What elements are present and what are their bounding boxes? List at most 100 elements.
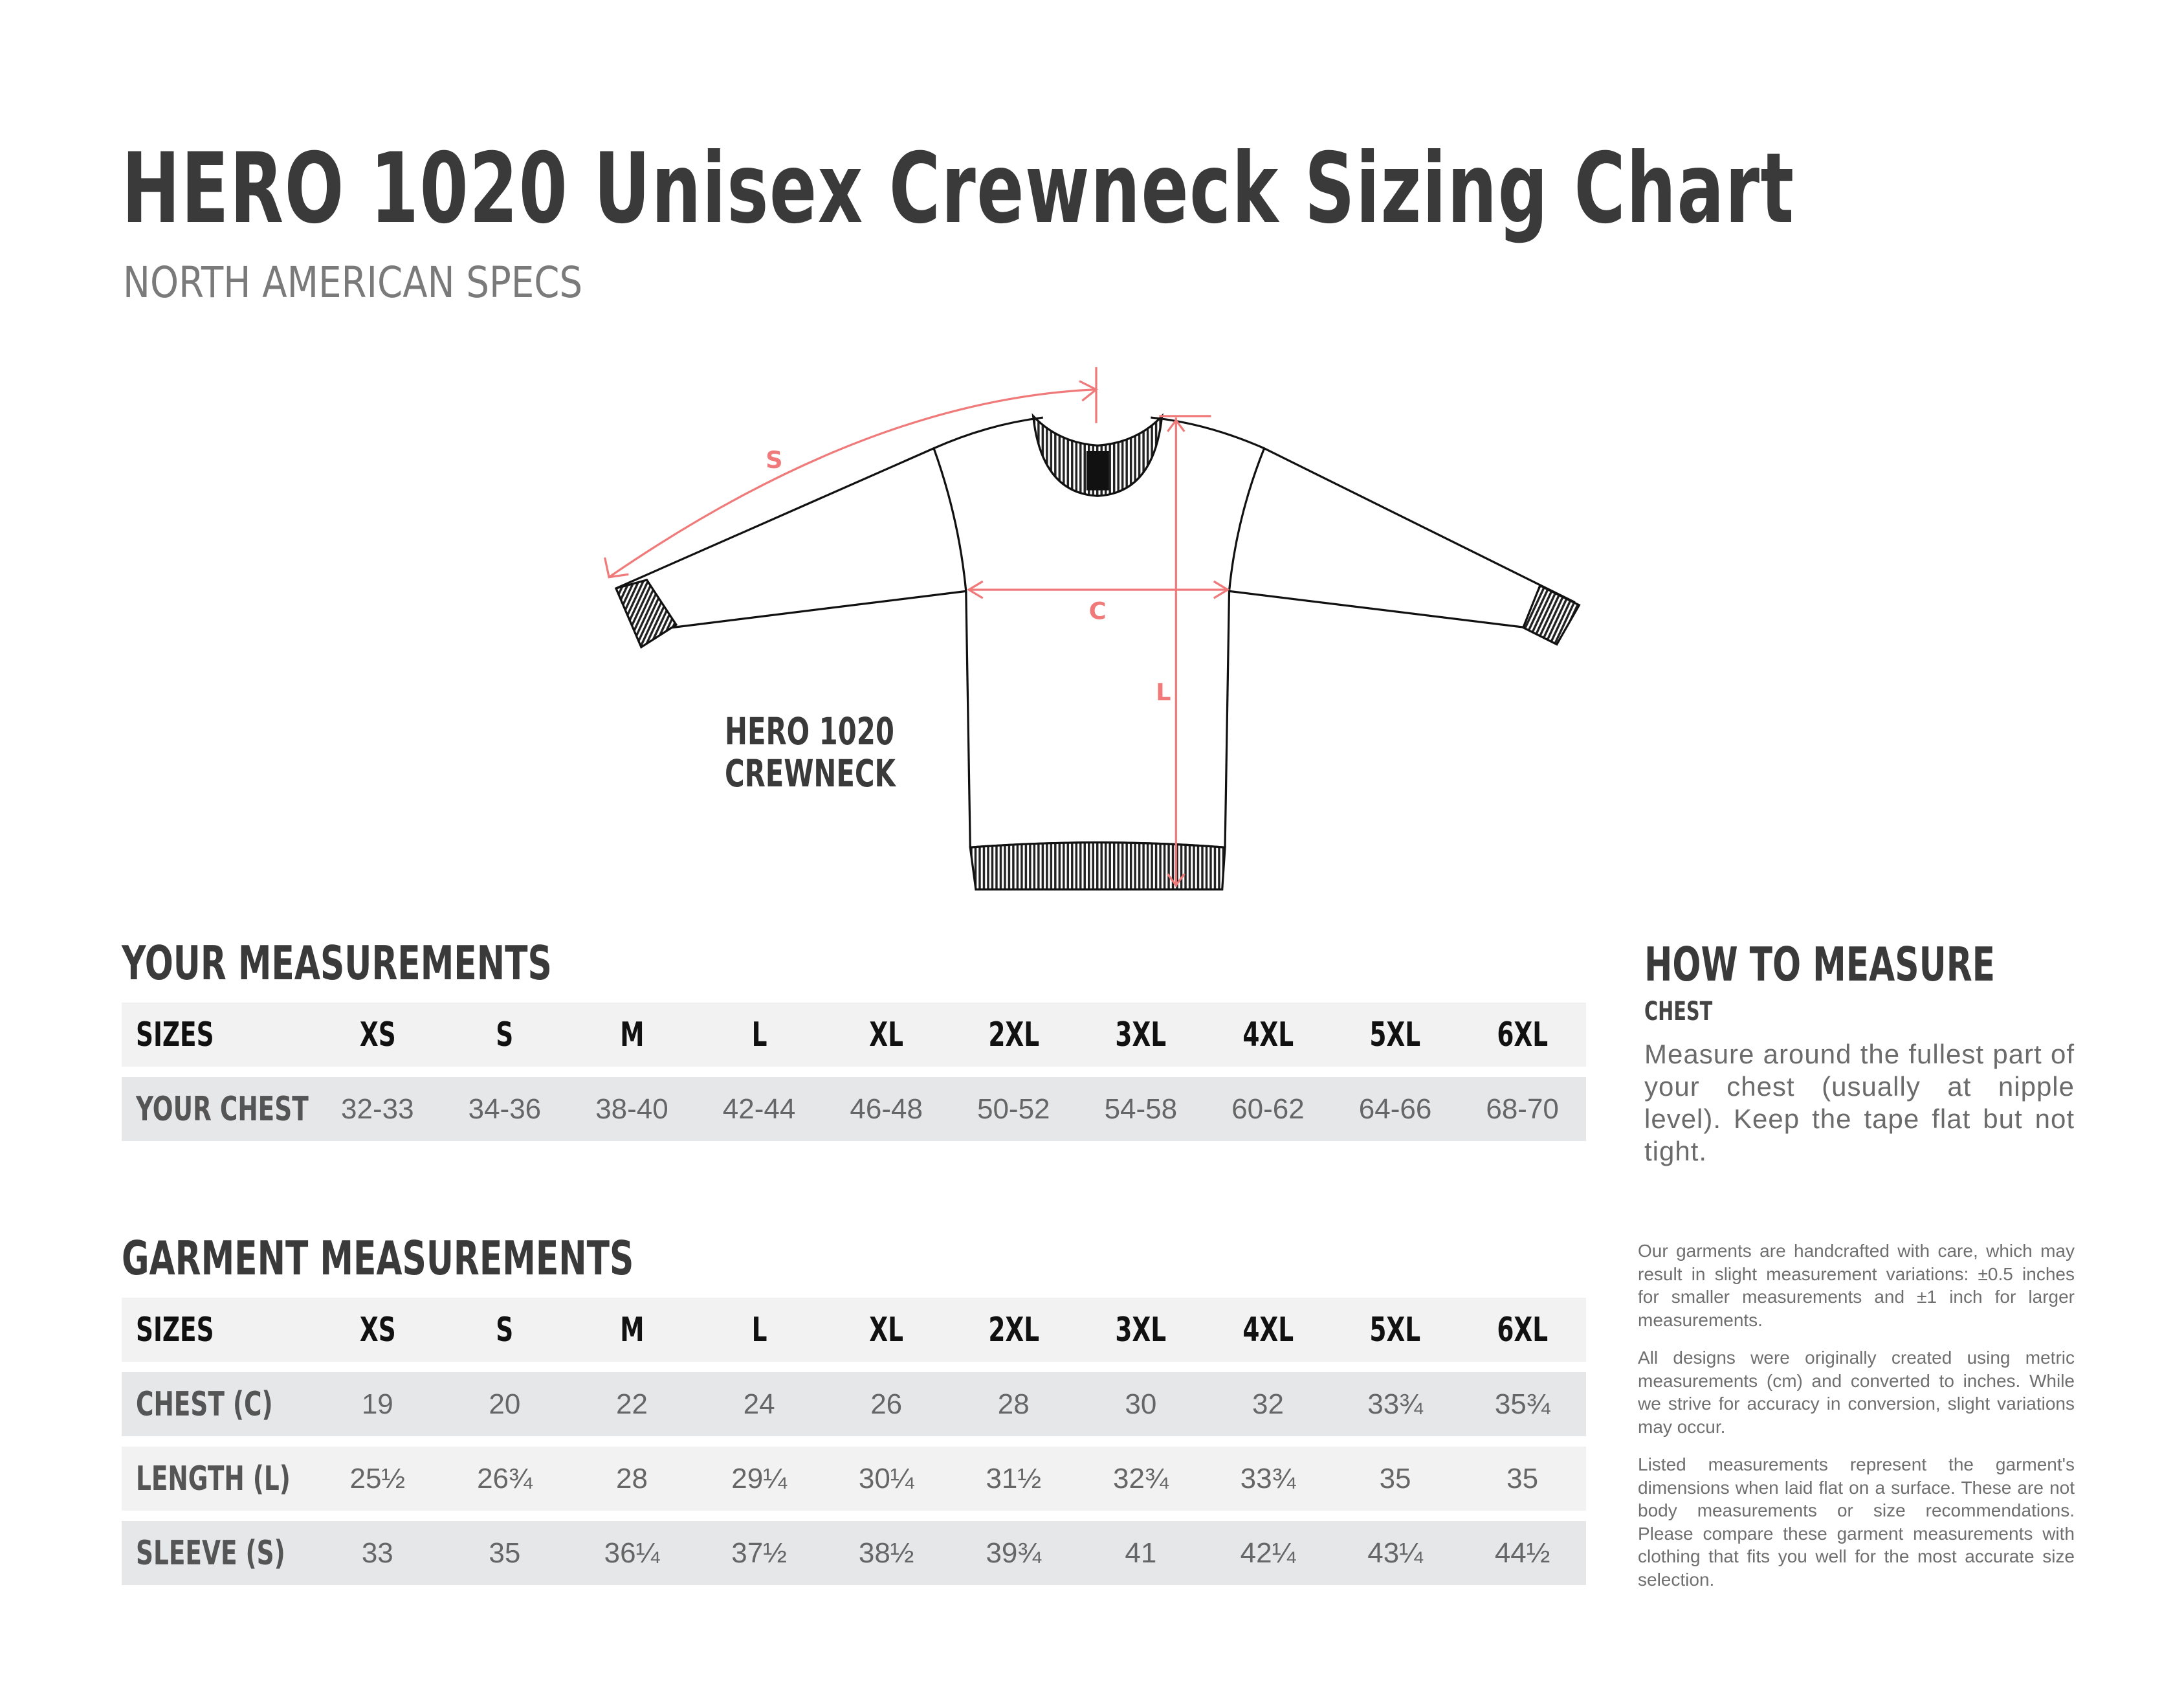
size-header-2xl: 2XL (987, 1310, 1039, 1349)
row-label: YOUR CHEST (136, 1089, 309, 1129)
table-cell: 30 (1125, 1388, 1157, 1420)
garment-measurements-table: SIZES XS S M L XL 2XL 3XL 4XL 5XL 6XL CHEST (C) 19 20… (122, 1298, 1586, 1595)
table-cell: 68-70 (1486, 1093, 1559, 1125)
size-header-4xl: 4XL (1242, 1015, 1294, 1054)
table-cell: 26 (870, 1388, 903, 1420)
note-paragraph: Our garments are handcrafted with care, … (1638, 1241, 2075, 1330)
size-header-5xl: 5XL (1369, 1310, 1421, 1349)
row-label: LENGTH (L) (136, 1459, 291, 1498)
measurement-lines (604, 367, 1230, 887)
how-to-measure-text: Measure around the fullest part of your … (1644, 1039, 2075, 1166)
sleeve-arrow-bottom (604, 557, 629, 579)
size-header-l: L (751, 1015, 767, 1054)
chest-arrow-right (1213, 580, 1230, 599)
how-to-measure-heading: HOW TO MEASURE (1644, 937, 1996, 992)
size-header-s: S (496, 1015, 514, 1054)
size-header-6xl: 6XL (1497, 1310, 1549, 1349)
page-subtitle: NORTH AMERICAN SPECS (123, 258, 583, 307)
table-cell: 38½ (858, 1537, 914, 1569)
table-cell: 26¾ (477, 1462, 533, 1494)
length-arrow-bottom (1167, 873, 1186, 887)
size-header-xs: XS (359, 1015, 396, 1054)
garment-measurements-heading: GARMENT MEASUREMENTS (122, 1231, 634, 1285)
header-label: SIZES (136, 1310, 214, 1349)
size-header-xs: XS (359, 1310, 396, 1349)
table-cell: 43¼ (1367, 1537, 1423, 1569)
left-cuff (614, 579, 678, 649)
table-cell: 60-62 (1231, 1093, 1305, 1125)
note-paragraph: Listed measurements represent the garmen… (1638, 1454, 2075, 1590)
size-header-3xl: 3XL (1115, 1310, 1167, 1349)
table-cell: 44½ (1494, 1537, 1550, 1569)
table-cell: 32-33 (341, 1093, 414, 1125)
table-cell: 39¾ (986, 1537, 1042, 1569)
table-cell: 35¾ (1494, 1388, 1550, 1420)
size-header-2xl: 2XL (987, 1015, 1039, 1054)
sleeve-measure-line (608, 388, 1097, 579)
table-cell: 30¼ (858, 1462, 914, 1494)
size-header-5xl: 5XL (1369, 1015, 1421, 1054)
table-cell: 28 (616, 1462, 648, 1494)
table-row: LENGTH (L) 25½ 26¾ 28 29¼ 30¼ 31½ 32¾ 33¾ 35 35 (122, 1447, 1586, 1511)
table-cell: 28 (997, 1388, 1030, 1420)
note-paragraph: All designs were originally created usin… (1638, 1348, 2075, 1437)
length-arrow-top (1167, 418, 1186, 432)
table-cell: 31½ (986, 1462, 1042, 1494)
chest-arrow-left (966, 580, 984, 599)
notes: Our garments are handcrafted with care, … (1638, 1239, 2075, 1606)
table-cell: 35 (1506, 1462, 1539, 1494)
table-row: CHEST (C) 19 20 22 24 26 28 30 32 33¾ 35¾ (122, 1372, 1586, 1436)
table-cell: 24 (743, 1388, 775, 1420)
how-to-measure-subheading: CHEST (1644, 997, 1713, 1027)
table-row: SLEEVE (S) 33 35 36¼ 37½ 38½ 39¾ 41 42¼ 43¼ 44½ (122, 1521, 1586, 1585)
table-cell: 33¾ (1240, 1462, 1296, 1494)
table-cell: 34-36 (468, 1093, 542, 1125)
size-header-6xl: 6XL (1497, 1015, 1549, 1054)
size-header-l: L (751, 1310, 767, 1349)
sleeve-label: S (766, 446, 782, 474)
table-row: YOUR CHEST 32-33 34-36 38-40 42-44 46-48 50-52… (122, 1077, 1586, 1141)
size-header-s: S (496, 1310, 514, 1349)
table-cell: 32¾ (1113, 1462, 1169, 1494)
table-cell: 25½ (349, 1462, 406, 1494)
your-measurements-heading: YOUR MEASUREMENTS (122, 936, 552, 990)
table-cell: 22 (616, 1388, 648, 1420)
table-cell: 33 (361, 1537, 393, 1569)
table-cell: 36¼ (604, 1537, 660, 1569)
table-cell: 19 (361, 1388, 393, 1420)
your-measurements-table: SIZES XS S M L XL 2XL 3XL 4XL 5XL 6XL YOUR CHEST 32-… (122, 1003, 1586, 1151)
page-title: HERO 1020 Unisex Crewneck Sizing Chart (122, 133, 1795, 245)
size-header-m: M (619, 1310, 645, 1349)
chest-label: C (1089, 597, 1107, 625)
table-cell: 32 (1252, 1388, 1284, 1420)
header-label: SIZES (136, 1015, 214, 1054)
size-header-xl: XL (869, 1015, 904, 1054)
neck-tag (1086, 450, 1109, 491)
table-cell: 33¾ (1367, 1388, 1423, 1420)
table-cell: 54-58 (1104, 1093, 1178, 1125)
table-cell: 42¼ (1240, 1537, 1296, 1569)
length-label: L (1156, 678, 1171, 706)
row-label: CHEST (C) (136, 1384, 273, 1424)
hem-rib (969, 841, 1226, 891)
size-header-xl: XL (869, 1310, 904, 1349)
model-name: HERO 1020 CREWNECK (725, 709, 896, 795)
table-header-row: SIZES XS S M L XL 2XL 3XL 4XL 5XL 6XL (122, 1003, 1586, 1067)
table-cell: 64-66 (1358, 1093, 1432, 1125)
table-cell: 37½ (731, 1537, 787, 1569)
table-header-row: SIZES XS S M L XL 2XL 3XL 4XL 5XL 6XL (122, 1298, 1586, 1362)
table-cell: 35 (1379, 1462, 1411, 1494)
size-header-3xl: 3XL (1115, 1015, 1167, 1054)
table-cell: 46-48 (850, 1093, 923, 1125)
table-cell: 20 (489, 1388, 521, 1420)
size-header-m: M (619, 1015, 645, 1054)
row-label: SLEEVE (S) (136, 1533, 285, 1573)
right-cuff (1521, 584, 1581, 646)
table-cell: 29¼ (731, 1462, 787, 1494)
table-cell: 50-52 (976, 1093, 1050, 1125)
table-cell: 38-40 (595, 1093, 668, 1125)
table-cell: 41 (1125, 1537, 1157, 1569)
table-cell: 42-44 (722, 1093, 796, 1125)
table-cell: 35 (489, 1537, 521, 1569)
